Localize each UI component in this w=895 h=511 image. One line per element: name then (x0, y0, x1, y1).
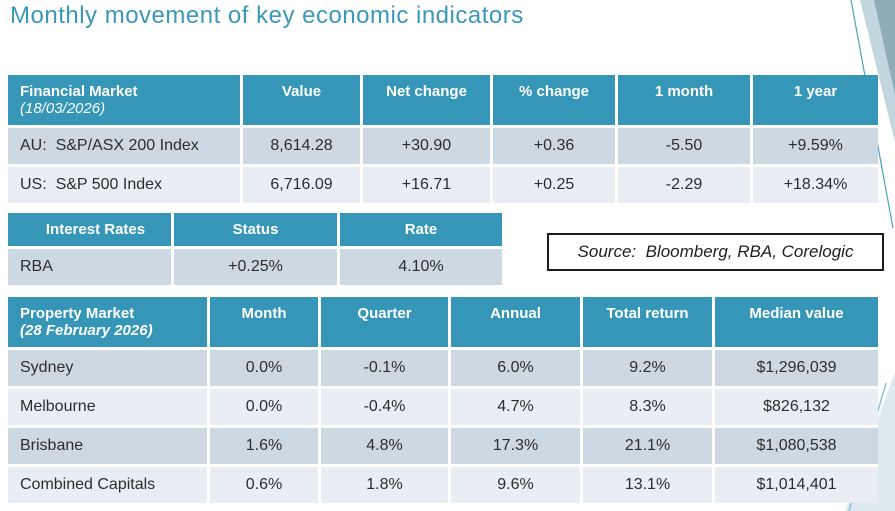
cell-value: $1,080,538 (715, 428, 878, 464)
interest-rates-table: Interest Rates Status Rate RBA +0.25% 4.… (8, 213, 502, 285)
table-header-property-market: Property Market (28 February 2026) (8, 297, 207, 347)
cell-value: $826,132 (715, 389, 878, 425)
source-note: Source: Bloomberg, RBA, Corelogic (547, 233, 884, 271)
page-title: Monthly movement of key economic indicat… (10, 2, 524, 29)
cell-value: 21.1% (583, 428, 712, 464)
cell-value: 13.1% (583, 467, 712, 503)
cell-value: +16.71 (363, 167, 490, 203)
column-header-annual: Annual (451, 297, 580, 347)
cell-value: 1.6% (210, 428, 318, 464)
column-header-net-change: Net change (363, 75, 490, 125)
column-header-total-return: Total return (583, 297, 712, 347)
table-date: (18/03/2026) (20, 100, 106, 118)
cell-value: -0.1% (321, 350, 448, 386)
row-label-rba: RBA (8, 249, 171, 285)
column-header-median-value: Median value (715, 297, 878, 347)
cell-value: 4.10% (340, 249, 502, 285)
cell-value: 0.0% (210, 389, 318, 425)
cell-value: 1.8% (321, 467, 448, 503)
cell-value: +9.59% (753, 128, 878, 164)
cell-value: -0.4% (321, 389, 448, 425)
column-header-1-year: 1 year (753, 75, 878, 125)
cell-value: 0.0% (210, 350, 318, 386)
column-header-quarter: Quarter (321, 297, 448, 347)
table-title: Interest Rates (45, 220, 146, 238)
cell-value: +0.36 (493, 128, 615, 164)
cell-value: 9.6% (451, 467, 580, 503)
cell-value: 17.3% (451, 428, 580, 464)
cell-value: +0.25% (174, 249, 337, 285)
cell-value: 8,614.28 (243, 128, 360, 164)
row-label-asx200: AU: S&P/ASX 200 Index (8, 128, 240, 164)
table-title: Property Market (20, 305, 135, 322)
column-header-1-month: 1 month (618, 75, 750, 125)
cell-value: 0.6% (210, 467, 318, 503)
cell-value: $1,014,401 (715, 467, 878, 503)
cell-value: +18.34% (753, 167, 878, 203)
row-label-combined-capitals: Combined Capitals (8, 467, 207, 503)
property-market-table: Property Market (28 February 2026) Month… (8, 297, 878, 503)
cell-value: 9.2% (583, 350, 712, 386)
table-header-financial-market: Financial Market (18/03/2026) (8, 75, 240, 125)
cell-value: -2.29 (618, 167, 750, 203)
table-title: Financial Market (20, 83, 138, 100)
table-date: (28 February 2026) (20, 322, 153, 340)
cell-value: 8.3% (583, 389, 712, 425)
cell-value: +30.90 (363, 128, 490, 164)
column-header-rate: Rate (340, 213, 502, 246)
row-label-brisbane: Brisbane (8, 428, 207, 464)
row-label-melbourne: Melbourne (8, 389, 207, 425)
cell-value: 6,716.09 (243, 167, 360, 203)
cell-value: +0.25 (493, 167, 615, 203)
column-header-value: Value (243, 75, 360, 125)
column-header-status: Status (174, 213, 337, 246)
table-header-interest-rates: Interest Rates (8, 213, 171, 246)
cell-value: 4.8% (321, 428, 448, 464)
cell-value: -5.50 (618, 128, 750, 164)
row-label-sp500: US: S&P 500 Index (8, 167, 240, 203)
cell-value: 6.0% (451, 350, 580, 386)
cell-value: $1,296,039 (715, 350, 878, 386)
financial-market-table: Financial Market (18/03/2026) Value Net … (8, 75, 878, 203)
cell-value: 4.7% (451, 389, 580, 425)
column-header-pct-change: % change (493, 75, 615, 125)
row-label-sydney: Sydney (8, 350, 207, 386)
column-header-month: Month (210, 297, 318, 347)
